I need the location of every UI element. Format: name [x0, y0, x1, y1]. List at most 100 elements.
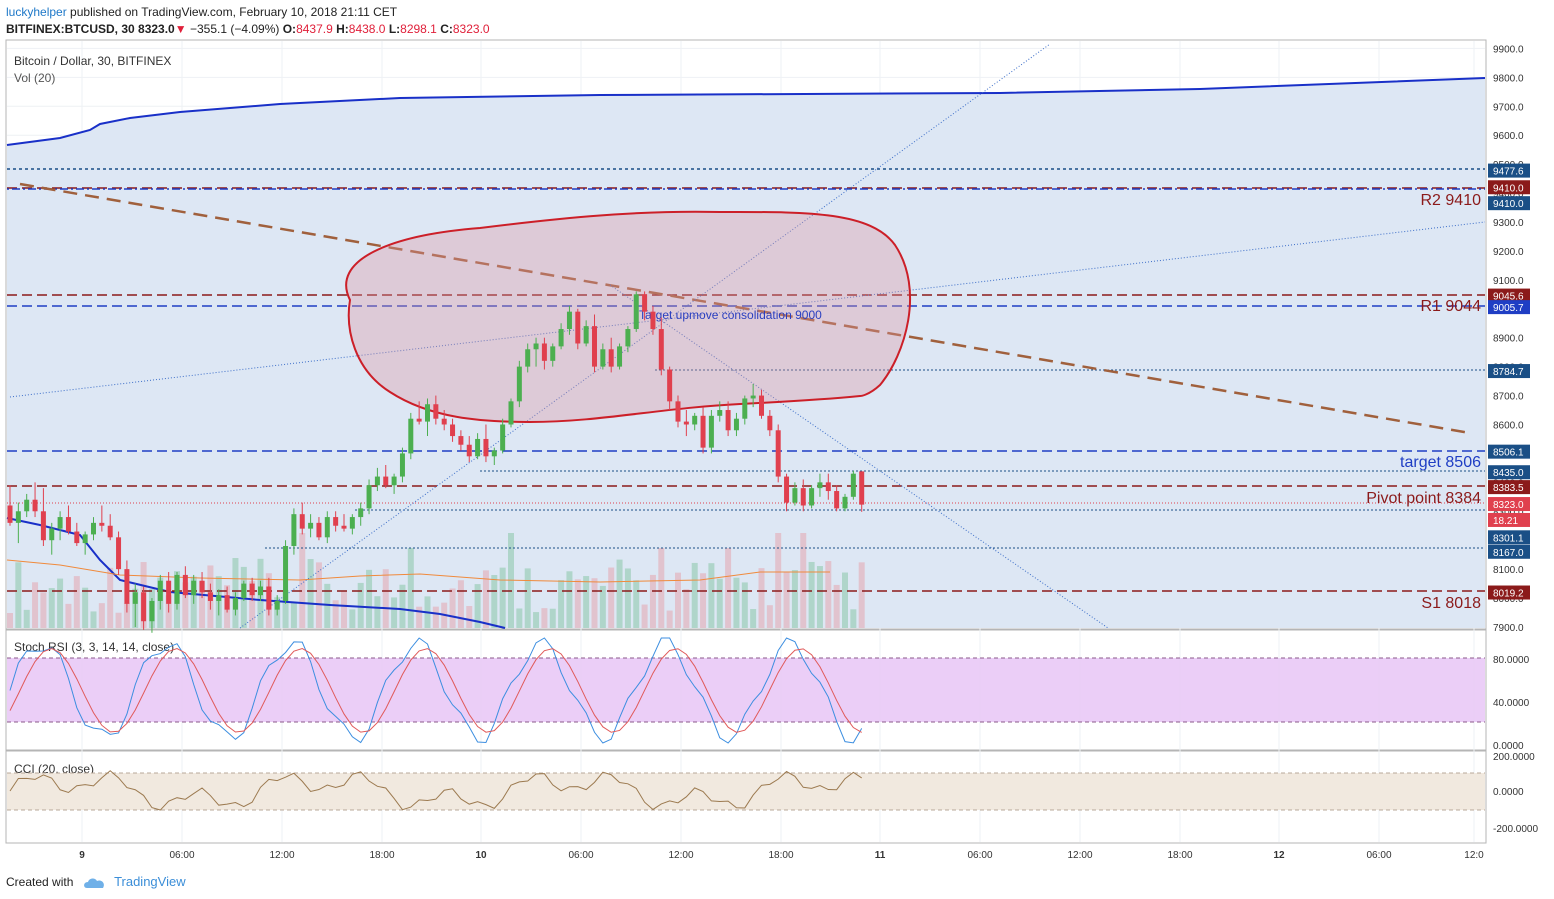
time-label: 12:00: [1067, 850, 1092, 861]
tradingview-logo-text[interactable]: TradingView: [114, 874, 186, 889]
consolidation-ellipse[interactable]: [345, 210, 911, 424]
stoch-title: Stoch RSI (3, 3, 14, 14, close): [14, 640, 174, 654]
price-badge-bg: [1488, 300, 1530, 315]
price-badge-bg: [1488, 585, 1530, 600]
candle-body: [817, 482, 823, 489]
volume-bar: [850, 609, 857, 628]
volume-bar: [199, 581, 206, 628]
volume-bar: [349, 609, 356, 628]
open-label: O:: [282, 22, 297, 36]
stoch-band: [7, 658, 1485, 722]
volume-bar: [791, 570, 798, 628]
time-axis[interactable]: 9 06:00 12:00 18:00 10 06:00 12:00 18:00 11 06:00…: [79, 850, 1484, 861]
volume-bar: [574, 579, 581, 628]
volume-bar: [65, 603, 72, 628]
candle-body: [725, 410, 731, 431]
volume-bar: [73, 576, 80, 628]
tradingview-cloud-icon: [83, 878, 104, 888]
price-badge: 9005.7: [1493, 303, 1524, 314]
moving-average-lines: [6, 77, 1486, 629]
volume-bar: [23, 609, 30, 628]
volume-bar: [516, 608, 523, 628]
price-tick: 9400.0: [1493, 189, 1524, 200]
s1-label: S1 8018: [1421, 595, 1481, 612]
stoch-tick-80: 80.0000: [1493, 655, 1530, 666]
candle-body: [658, 329, 664, 370]
candle-body: [642, 294, 648, 312]
high-label: H:: [336, 22, 349, 36]
price-tick: 9900.0: [1493, 44, 1524, 55]
candle-body: [859, 471, 865, 505]
candle-body: [475, 438, 481, 457]
volume-bar: [683, 589, 690, 628]
volume-bar: [432, 606, 439, 628]
cci-title: CCI (20, close): [14, 762, 94, 776]
ma-lower-line: [6, 517, 506, 629]
volume-bar: [499, 567, 506, 628]
price-tick: 8600.0: [1493, 420, 1524, 431]
ellipse-label: Target upmove consolidation 9000: [639, 308, 822, 322]
volume-bar: [82, 587, 89, 628]
candle-body: [617, 346, 623, 367]
time-label: 06:00: [1366, 850, 1391, 861]
candle-body: [274, 600, 280, 610]
candle-body: [258, 586, 263, 596]
time-label: 12:00: [269, 850, 294, 861]
candle-body: [399, 453, 405, 477]
candle-body: [324, 517, 330, 538]
symbol-label: BITFINEX:BTCUSD, 30: [6, 22, 135, 36]
candle-body: [7, 505, 13, 523]
price-badge: 8506.1: [1493, 448, 1524, 459]
price-badge-bg: [1488, 530, 1530, 545]
time-label: 06:00: [568, 850, 593, 861]
volume-bar: [40, 592, 47, 628]
cci-tick-200: 200.0000: [1493, 752, 1535, 763]
price-tick: 8700.0: [1493, 392, 1524, 403]
r1-label: R1 9044: [1421, 298, 1482, 315]
candle-body: [157, 580, 163, 601]
close-value: 8323.0: [452, 22, 490, 36]
candle-body: [141, 592, 147, 622]
author-link[interactable]: luckyhelper: [6, 5, 67, 19]
candle-body: [65, 517, 71, 532]
candle-body: [191, 580, 197, 596]
candle-body: [759, 395, 764, 416]
time-label: 18:00: [768, 850, 793, 861]
candle-body: [91, 522, 96, 535]
volume-bar: [115, 612, 122, 628]
ohlc-line: BITFINEX:BTCUSD, 30 8323.0▼ −355.1 (−4.0…: [6, 22, 490, 36]
candle-body: [708, 415, 714, 448]
price-tick: 9800.0: [1493, 73, 1524, 84]
candle-body: [566, 311, 572, 330]
candle-body: [750, 395, 756, 399]
price-badge: 8435.0: [1493, 468, 1524, 479]
time-label: 11: [875, 850, 886, 861]
candle-body: [650, 311, 656, 330]
volume-bar: [366, 569, 373, 628]
price-badge-bg: [1488, 288, 1530, 303]
candle-body: [408, 418, 414, 454]
volume-bar: [591, 578, 598, 628]
candle-body: [124, 569, 130, 604]
candle-body: [416, 418, 422, 422]
candle-body: [675, 401, 681, 422]
candle-body: [358, 508, 364, 518]
candle-body: [224, 595, 230, 610]
stoch-d-line: [9, 647, 862, 733]
candle-body: [558, 329, 564, 347]
candle-body: [550, 346, 556, 361]
candle-body: [166, 580, 172, 604]
stoch-tick-40: 40.0000: [1493, 698, 1530, 709]
volume-bar: [733, 577, 740, 628]
volume-bar: [7, 613, 13, 628]
price-badge: 8323.0: [1493, 500, 1524, 511]
low-value: 8298.1: [400, 22, 437, 36]
candle-body: [99, 522, 105, 526]
target-ellipse[interactable]: Target upmove consolidation 9000: [345, 210, 911, 424]
price-tick: 9700.0: [1493, 102, 1524, 113]
candle-body: [291, 514, 297, 546]
volume-bar: [758, 568, 765, 628]
price-badge: 9410.0: [1493, 183, 1524, 194]
pivot-label: Pivot point 8384: [1366, 490, 1481, 507]
